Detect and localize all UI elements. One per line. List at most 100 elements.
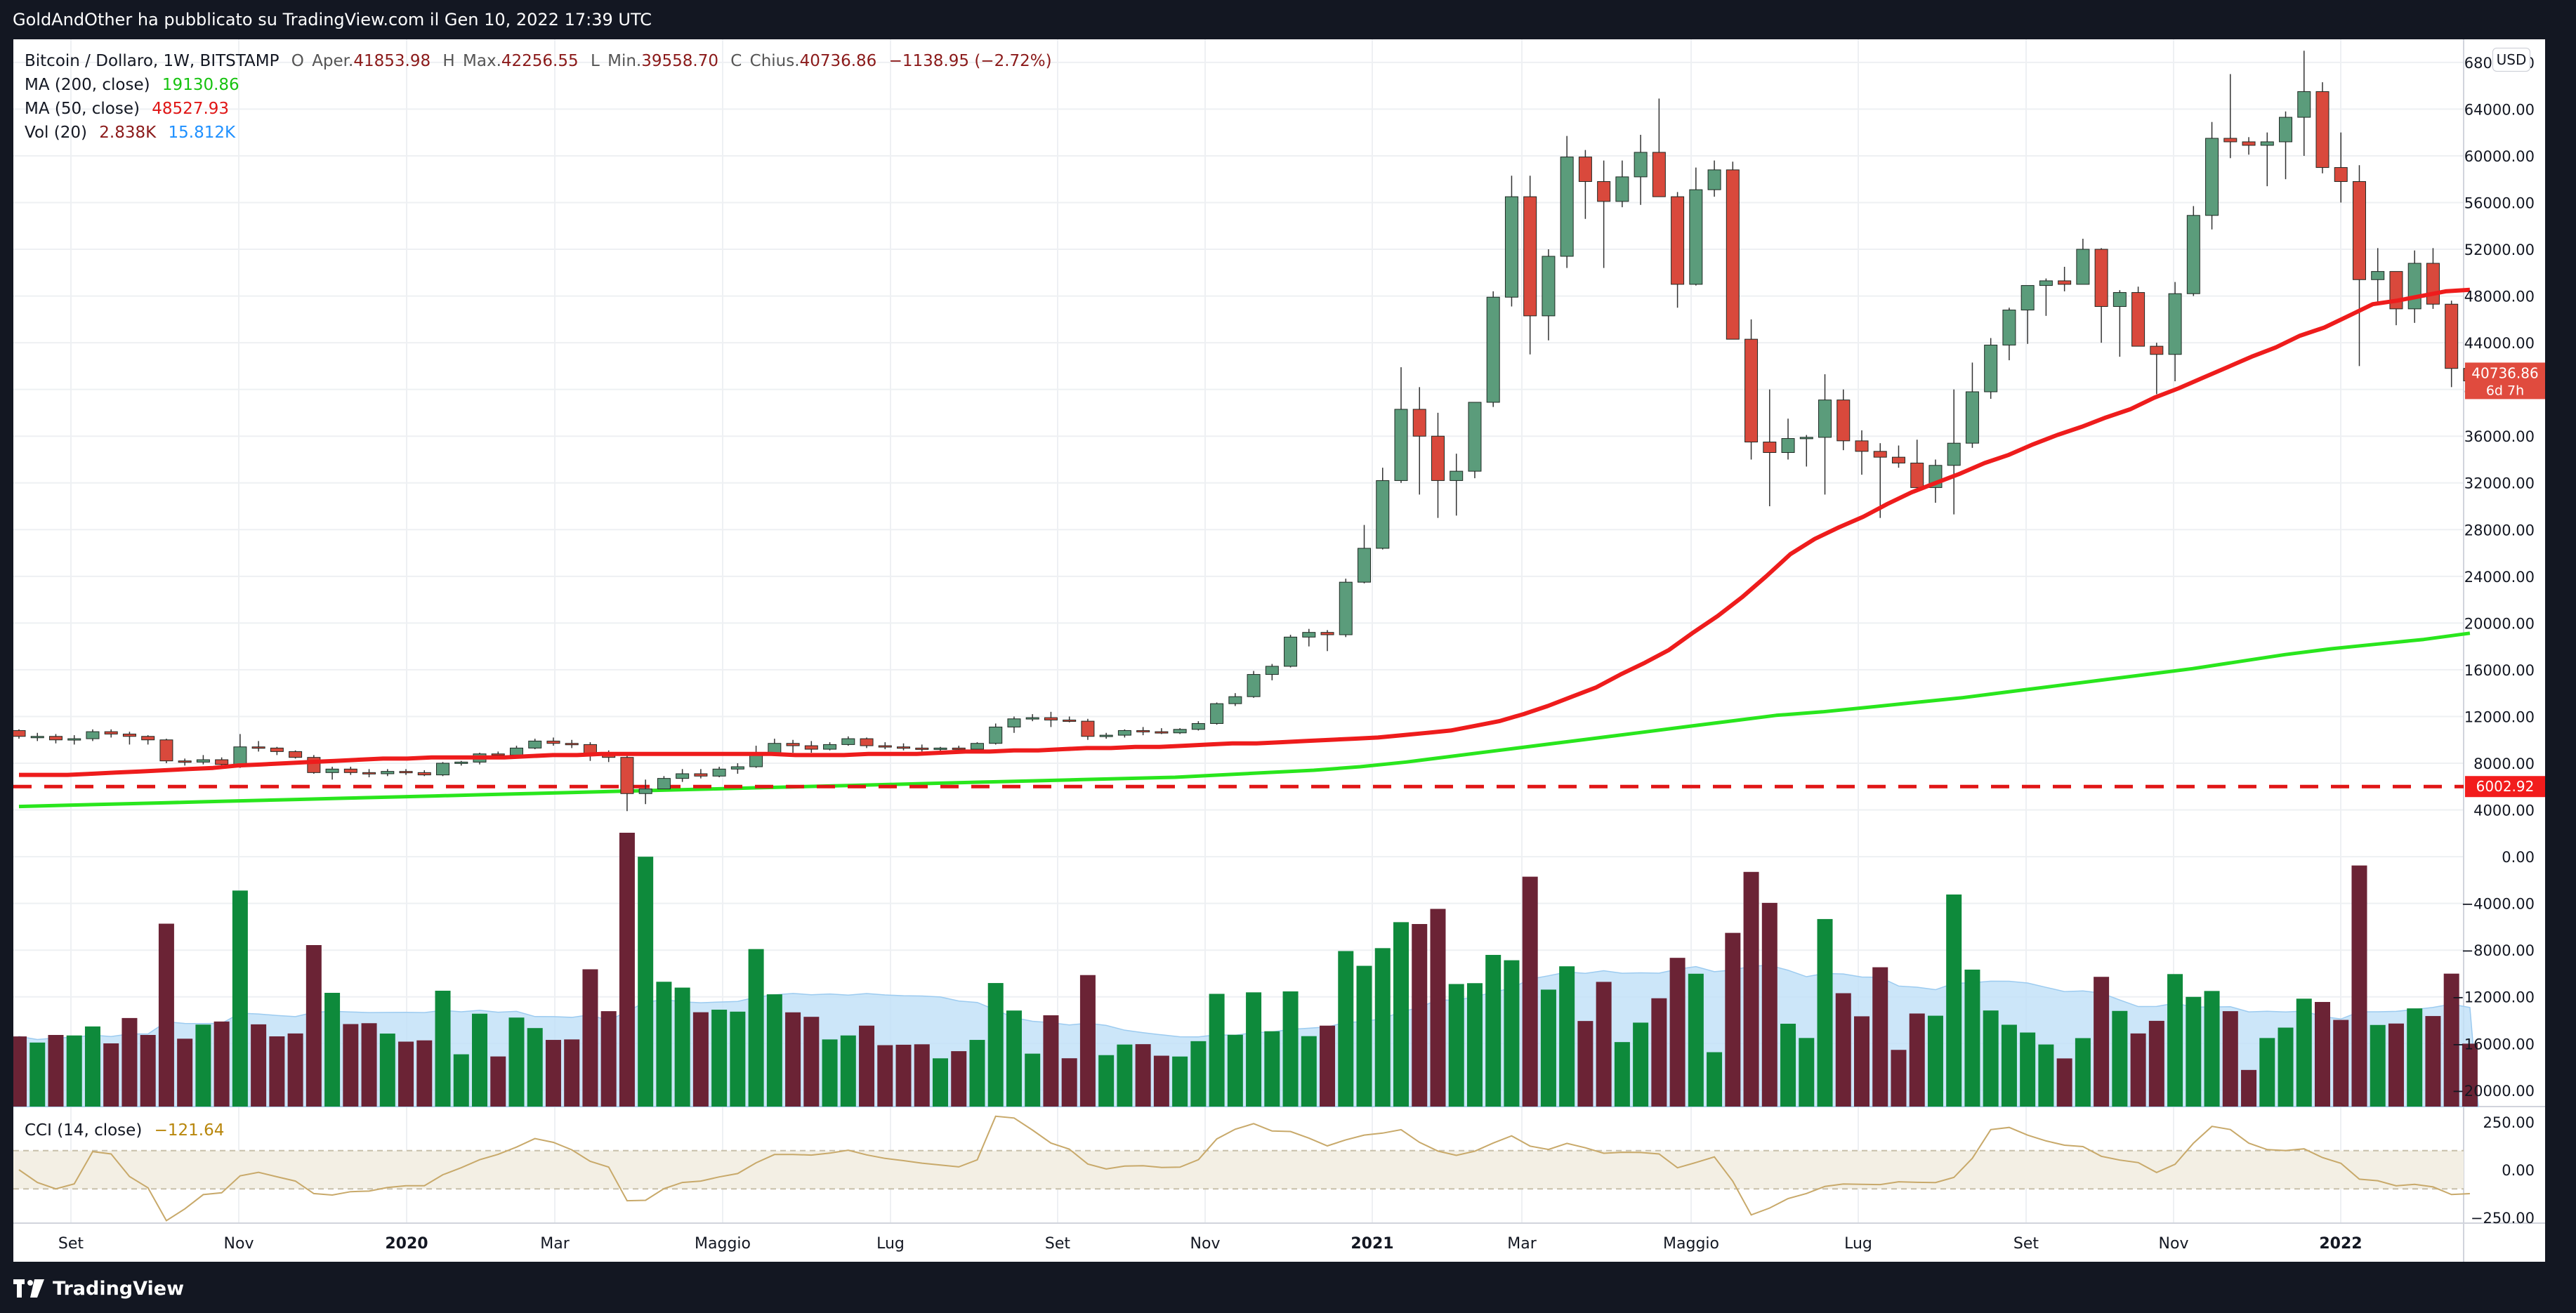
y-tick-label: 20000.00	[2464, 615, 2535, 632]
candle-body	[381, 771, 395, 774]
candle-body	[2260, 141, 2274, 146]
candle-body	[1855, 440, 1869, 452]
legend-ma200-row[interactable]: MA (200, close) 19130.86	[25, 73, 1052, 97]
volume-bar	[582, 969, 598, 1107]
candle-body	[454, 761, 468, 764]
volume-bar	[895, 1044, 912, 1107]
chart-legend: Bitcoin / Dollaro, 1W, BITSTAMP O Aper.4…	[25, 49, 1052, 145]
candle-body	[362, 772, 376, 774]
volume-bar	[730, 1011, 746, 1107]
volume-bar	[1651, 998, 1667, 1107]
candle-body	[1468, 402, 1482, 472]
y-tick-label: −4000.00	[2462, 896, 2535, 913]
volume-bar	[1338, 951, 1354, 1107]
volume-bar	[2130, 1033, 2146, 1107]
legend-low-label: L	[590, 52, 600, 70]
x-tick-label: Nov	[2159, 1235, 2189, 1253]
candle-body	[1450, 470, 1464, 481]
y-tick-label: 56000.00	[2464, 194, 2535, 211]
volume-bar	[656, 982, 672, 1107]
volume-bar	[1725, 932, 1741, 1107]
chart-area[interactable]: 68000.0064000.0060000.0056000.0052000.00…	[10, 39, 2545, 1262]
volume-bar	[2462, 1043, 2478, 1107]
x-tick-label: 2020	[385, 1235, 428, 1253]
volume-bar	[343, 1024, 359, 1107]
legend-vol-row[interactable]: Vol (20) 2.838K 15.812K	[25, 121, 1052, 145]
legend-ma50-row[interactable]: MA (50, close) 48527.93	[25, 97, 1052, 121]
volume-bar	[1117, 1044, 1133, 1107]
legend-ma50-label: MA (50, close)	[25, 100, 140, 118]
volume-bar	[1320, 1025, 1336, 1107]
candle-body	[860, 738, 874, 746]
volume-bar	[2443, 973, 2459, 1107]
candle-body	[289, 751, 303, 758]
y-tick-label: 64000.00	[2464, 101, 2535, 118]
candle-body	[2407, 263, 2421, 310]
candle-body	[878, 745, 892, 748]
candle-body	[1984, 344, 1998, 392]
volume-bar	[232, 890, 248, 1107]
legend-high-key: Max.	[463, 52, 501, 70]
chart-svg[interactable]: 68000.0064000.0060000.0056000.0052000.00…	[10, 39, 2545, 1262]
candle-body	[1486, 296, 1500, 403]
candle-body	[251, 746, 265, 749]
x-tick-label: Nov	[224, 1235, 254, 1253]
tradingview-logo-icon	[13, 1279, 44, 1298]
cci-legend[interactable]: CCI (14, close) −121.64	[25, 1119, 224, 1142]
volume-bar	[2186, 996, 2202, 1107]
candle-body	[1634, 152, 1648, 178]
candle-body	[915, 747, 929, 750]
candle-body	[1818, 400, 1832, 438]
volume-bar	[195, 1024, 211, 1107]
candle-body	[12, 730, 26, 737]
candle-body	[2279, 117, 2293, 143]
volume-bar	[1854, 1016, 1869, 1107]
volume-bar	[859, 1025, 875, 1107]
volume-bar	[969, 1040, 985, 1107]
volume-bar	[1835, 993, 1851, 1107]
volume-bar	[2020, 1032, 2036, 1107]
candle-body	[122, 733, 136, 737]
candle-body	[823, 744, 837, 750]
legend-close-key: Chius.	[749, 52, 800, 70]
candle-body	[343, 768, 357, 773]
y-tick-label: 16000.00	[2464, 662, 2535, 679]
x-tick-label: Set	[2013, 1235, 2039, 1253]
volume-bar	[1540, 989, 1556, 1107]
tradingview-logo[interactable]: TradingView	[13, 1274, 184, 1302]
x-tick-label: Mar	[540, 1235, 570, 1253]
volume-bar	[2407, 1008, 2423, 1107]
volume-bar	[619, 833, 635, 1107]
level-price-tag[interactable]	[2465, 776, 2545, 798]
candle-body	[1136, 730, 1150, 732]
footer: TradingView	[0, 1262, 2576, 1313]
last-price-tag[interactable]	[2465, 362, 2545, 400]
candle-body	[2039, 280, 2053, 286]
volume-bar	[121, 1017, 138, 1107]
volume-bar	[674, 987, 690, 1107]
volume-bar	[1209, 994, 1225, 1107]
x-tick-label: Maggio	[1663, 1235, 1719, 1253]
volume-bar	[1688, 973, 1704, 1107]
publish-header: GoldAndOther ha pubblicato su TradingVie…	[0, 0, 2576, 39]
volume-bar	[416, 1040, 433, 1107]
volume-bar	[545, 1040, 561, 1107]
legend-vol-ma-value: 15.812K	[168, 124, 236, 142]
candle-body	[2002, 310, 2016, 345]
volume-bar	[1707, 1052, 1723, 1107]
x-tick-label: 2021	[1351, 1235, 1393, 1253]
candle-body	[1117, 730, 1131, 736]
x-tick-label: Set	[58, 1235, 84, 1253]
candle-body	[1910, 462, 1924, 488]
volume-bar	[490, 1056, 506, 1107]
legend-open-value: 41853.98	[353, 52, 431, 70]
candle-body	[436, 763, 450, 776]
volume-bar	[1891, 1050, 1907, 1107]
legend-change-value: −1138.95 (−2.72%)	[888, 52, 1052, 70]
volume-bar	[1448, 984, 1464, 1107]
currency-badge[interactable]: USD	[2492, 48, 2530, 72]
candle-body	[638, 789, 652, 794]
volume-bar	[2388, 1023, 2404, 1107]
candle-body	[1542, 256, 1556, 317]
volume-bar	[453, 1054, 469, 1107]
